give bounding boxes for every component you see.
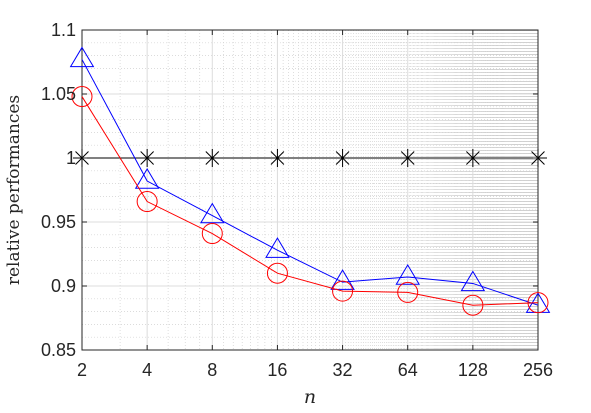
x-tick-label: 4 — [142, 360, 152, 380]
y-tick-label: 1 — [66, 148, 76, 168]
data-point-circle — [527, 292, 549, 314]
data-point-asterisk — [463, 149, 482, 167]
y-axis-ticks: 0.85 0.9 0.95 1 1.05 1.1 — [41, 20, 538, 360]
x-tick-label: 128 — [458, 360, 488, 380]
x-tick-label: 64 — [398, 360, 418, 380]
data-point-triangle — [395, 264, 420, 285]
data-point-triangle — [265, 237, 290, 258]
data-point-triangle — [330, 269, 355, 290]
data-point-asterisk — [203, 149, 222, 167]
minor-grid — [82, 30, 538, 350]
y-tick-label: 1.1 — [51, 20, 76, 40]
plot-frame — [81, 29, 539, 351]
data-point-circle — [397, 281, 419, 303]
y-tick-label: 0.95 — [41, 212, 76, 232]
x-axis-label: n — [304, 386, 316, 408]
y-axis-label: relative performances — [4, 95, 24, 285]
data-point-asterisk — [268, 149, 287, 167]
data-point-circle — [332, 280, 354, 302]
data-point-circle — [201, 223, 223, 245]
data-point-triangle — [460, 270, 486, 292]
y-tick-label: 0.85 — [41, 340, 76, 360]
y-tick-label: 0.9 — [51, 276, 76, 296]
x-axis-ticks: 2 4 8 16 32 64 128 256 — [77, 30, 553, 380]
data-point-triangle — [200, 202, 225, 224]
data-point-circle — [136, 191, 158, 213]
data-point-triangle — [134, 168, 160, 189]
x-tick-label: 8 — [207, 360, 217, 380]
data-point-asterisk — [398, 149, 417, 167]
data-point-circle — [462, 294, 484, 316]
x-tick-label: 32 — [333, 360, 353, 380]
data-point-asterisk — [138, 149, 157, 167]
series-circle — [71, 86, 549, 316]
y-tick-label: 1.05 — [41, 84, 76, 104]
data-point-asterisk — [333, 149, 352, 167]
data-point-circle — [71, 86, 93, 108]
x-tick-label: 16 — [267, 360, 287, 380]
series-line-circle — [81, 96, 539, 306]
x-tick-label: 256 — [523, 360, 553, 380]
x-tick-label: 2 — [77, 360, 87, 380]
data-point-triangle — [69, 46, 95, 68]
data-point-circle — [266, 262, 288, 284]
